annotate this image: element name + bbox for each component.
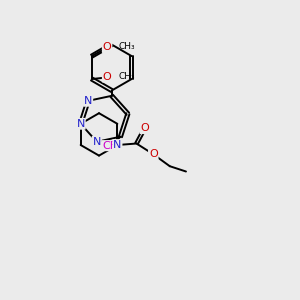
Text: O: O	[103, 42, 112, 52]
Text: CH₃: CH₃	[118, 72, 135, 81]
Text: O: O	[103, 72, 112, 82]
Text: N: N	[93, 137, 101, 147]
Text: CF₃: CF₃	[102, 141, 121, 151]
Text: O: O	[149, 149, 158, 159]
Text: N: N	[113, 140, 122, 150]
Text: N: N	[84, 96, 92, 106]
Text: N: N	[76, 119, 85, 129]
Text: O: O	[140, 123, 149, 133]
Text: CH₃: CH₃	[118, 42, 135, 51]
